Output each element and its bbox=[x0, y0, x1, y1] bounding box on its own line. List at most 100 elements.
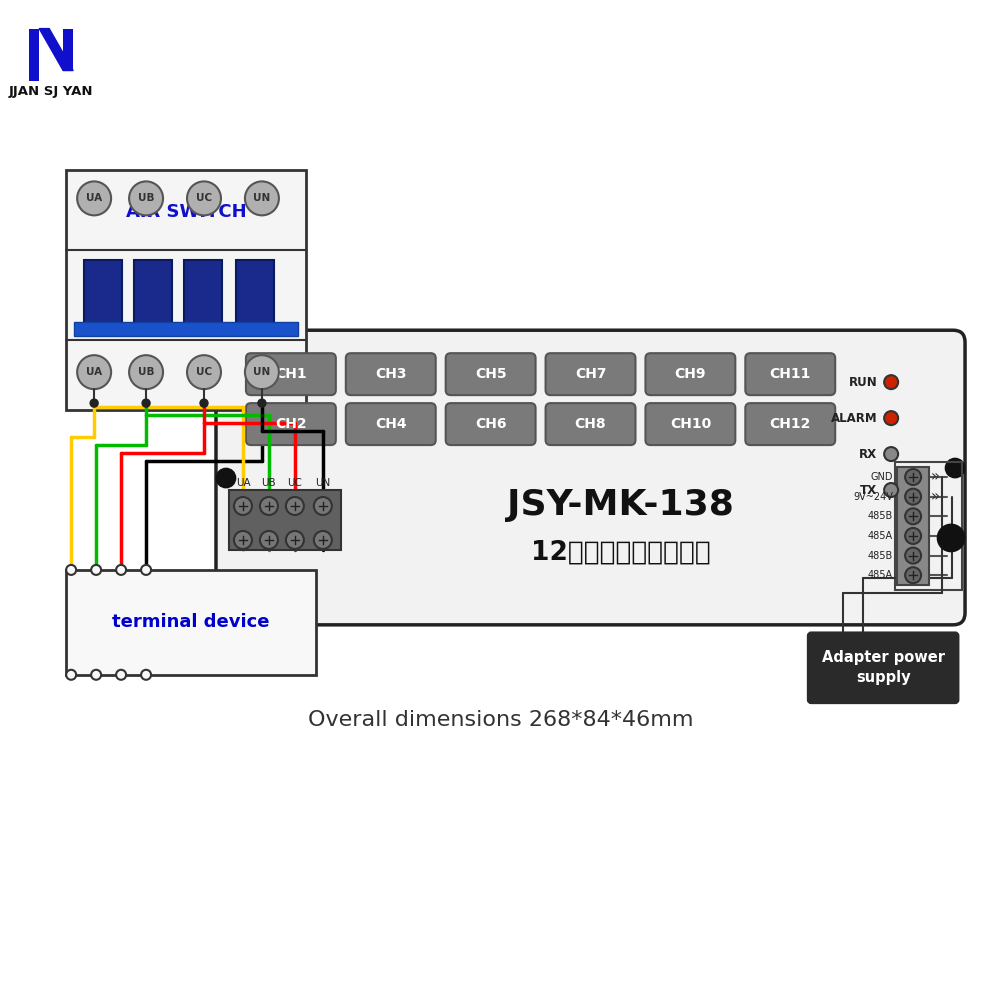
Circle shape bbox=[91, 670, 101, 680]
Bar bbox=[236, 260, 274, 332]
Circle shape bbox=[217, 469, 235, 487]
Text: 485B: 485B bbox=[868, 511, 893, 521]
Circle shape bbox=[884, 411, 898, 425]
Circle shape bbox=[187, 181, 221, 215]
Text: AIR SWITCH: AIR SWITCH bbox=[126, 203, 246, 221]
Circle shape bbox=[66, 670, 76, 680]
FancyBboxPatch shape bbox=[546, 403, 635, 445]
Circle shape bbox=[260, 497, 278, 515]
FancyBboxPatch shape bbox=[546, 353, 635, 395]
Text: 12通道点参数采集模块: 12通道点参数采集模块 bbox=[531, 540, 710, 566]
Bar bbox=[63, 29, 73, 71]
FancyBboxPatch shape bbox=[246, 403, 336, 445]
Text: CH2: CH2 bbox=[275, 417, 307, 431]
Circle shape bbox=[141, 565, 151, 575]
Bar bbox=[897, 467, 929, 585]
Text: UA: UA bbox=[236, 478, 250, 488]
Circle shape bbox=[187, 355, 221, 389]
Text: CH8: CH8 bbox=[575, 417, 606, 431]
Text: Adapter power
supply: Adapter power supply bbox=[822, 650, 945, 685]
Circle shape bbox=[884, 375, 898, 389]
Text: UC: UC bbox=[287, 478, 302, 488]
FancyBboxPatch shape bbox=[246, 353, 336, 395]
Circle shape bbox=[234, 497, 252, 515]
Circle shape bbox=[116, 565, 126, 575]
Bar bbox=[895, 462, 962, 590]
Text: terminal device: terminal device bbox=[112, 613, 270, 631]
Text: CH7: CH7 bbox=[575, 367, 606, 381]
Circle shape bbox=[66, 565, 76, 575]
FancyBboxPatch shape bbox=[216, 330, 965, 625]
FancyBboxPatch shape bbox=[745, 403, 835, 445]
Text: 9V~24V: 9V~24V bbox=[853, 492, 893, 502]
Circle shape bbox=[245, 181, 279, 215]
Bar bbox=[29, 71, 39, 81]
Text: UC: UC bbox=[196, 193, 212, 203]
Text: CH9: CH9 bbox=[675, 367, 706, 381]
Bar bbox=[66, 170, 306, 410]
Text: UC: UC bbox=[196, 367, 212, 377]
Text: ALARM: ALARM bbox=[831, 412, 877, 425]
Text: CH11: CH11 bbox=[770, 367, 811, 381]
Text: »: » bbox=[931, 489, 940, 504]
Text: TX: TX bbox=[860, 484, 877, 497]
Text: UN: UN bbox=[253, 367, 271, 377]
Text: UA: UA bbox=[86, 367, 102, 377]
Circle shape bbox=[286, 497, 304, 515]
Text: CH6: CH6 bbox=[475, 417, 506, 431]
FancyBboxPatch shape bbox=[808, 633, 958, 703]
Circle shape bbox=[905, 528, 921, 544]
Text: »: » bbox=[931, 470, 940, 485]
Bar bbox=[229, 490, 341, 550]
Circle shape bbox=[905, 469, 921, 485]
Circle shape bbox=[884, 447, 898, 461]
Text: RUN: RUN bbox=[848, 376, 877, 389]
Bar bbox=[66, 570, 316, 675]
Circle shape bbox=[286, 531, 304, 549]
Bar bbox=[29, 29, 39, 71]
Circle shape bbox=[129, 181, 163, 215]
Polygon shape bbox=[39, 29, 73, 71]
Text: UB: UB bbox=[138, 193, 154, 203]
Text: 485A: 485A bbox=[868, 570, 893, 580]
Circle shape bbox=[245, 355, 279, 389]
Circle shape bbox=[77, 181, 111, 215]
FancyBboxPatch shape bbox=[446, 353, 536, 395]
Circle shape bbox=[141, 670, 151, 680]
Text: RX: RX bbox=[859, 448, 877, 461]
FancyBboxPatch shape bbox=[745, 353, 835, 395]
Bar bbox=[134, 260, 172, 332]
Circle shape bbox=[77, 355, 111, 389]
Circle shape bbox=[314, 497, 332, 515]
Circle shape bbox=[116, 670, 126, 680]
Text: GND: GND bbox=[871, 472, 893, 482]
Circle shape bbox=[258, 399, 266, 407]
Text: UB: UB bbox=[138, 367, 154, 377]
Circle shape bbox=[905, 548, 921, 564]
Text: 485A: 485A bbox=[868, 531, 893, 541]
Circle shape bbox=[129, 355, 163, 389]
Bar bbox=[84, 260, 122, 332]
Text: CH5: CH5 bbox=[475, 367, 506, 381]
Text: CH3: CH3 bbox=[375, 367, 407, 381]
Text: UB: UB bbox=[262, 478, 276, 488]
Circle shape bbox=[905, 567, 921, 583]
FancyBboxPatch shape bbox=[346, 403, 436, 445]
Circle shape bbox=[200, 399, 208, 407]
Circle shape bbox=[234, 531, 252, 549]
FancyBboxPatch shape bbox=[645, 353, 735, 395]
Circle shape bbox=[260, 531, 278, 549]
Circle shape bbox=[905, 508, 921, 524]
Text: JJAN SJ YAN: JJAN SJ YAN bbox=[9, 85, 93, 98]
Circle shape bbox=[938, 525, 964, 551]
Text: UN: UN bbox=[253, 193, 271, 203]
Circle shape bbox=[91, 565, 101, 575]
FancyBboxPatch shape bbox=[645, 403, 735, 445]
Bar bbox=[184, 260, 222, 332]
Text: 485B: 485B bbox=[868, 551, 893, 561]
Text: CH12: CH12 bbox=[770, 417, 811, 431]
Circle shape bbox=[90, 399, 98, 407]
Bar bbox=[74, 322, 298, 336]
Text: UN: UN bbox=[315, 478, 330, 488]
Circle shape bbox=[314, 531, 332, 549]
